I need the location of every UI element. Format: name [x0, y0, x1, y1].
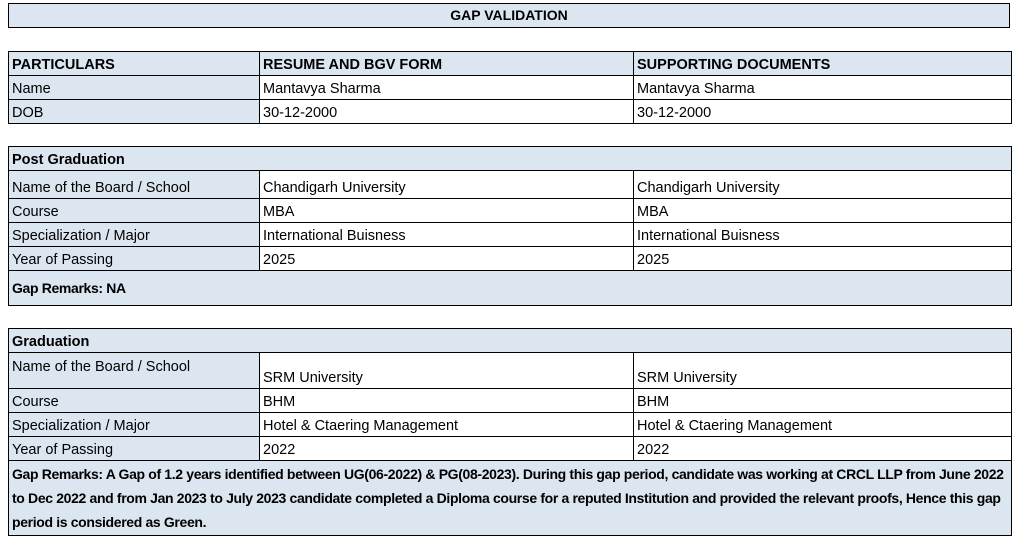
resume-value: BHM	[259, 388, 634, 413]
gap-remarks: Gap Remarks: NA	[7, 270, 1013, 306]
table-row: Course MBA MBA	[8, 198, 1013, 223]
personal-table: PARTICULARS RESUME AND BGV FORM SUPPORTI…	[8, 51, 1012, 124]
header-resume: RESUME AND BGV FORM	[259, 51, 634, 76]
docs-value: 2022	[632, 436, 1013, 461]
row-label: Course	[8, 388, 260, 413]
resume-value: 30-12-2000	[259, 99, 634, 124]
resume-value: Chandigarh University	[259, 170, 634, 199]
resume-value: Hotel & Ctaering Management	[259, 412, 634, 437]
graduation-table: Graduation Name of the Board / School SR…	[7, 328, 1013, 536]
header-particulars: PARTICULARS	[8, 51, 260, 76]
table-row: Name of the Board / School Chandigarh Un…	[8, 170, 1013, 199]
table-row: Specialization / Major International Bui…	[8, 222, 1013, 247]
table-row: Year of Passing 2025 2025	[8, 246, 1013, 271]
row-label: Specialization / Major	[8, 222, 260, 247]
docs-value: Hotel & Ctaering Management	[632, 412, 1013, 437]
row-label: Specialization / Major	[8, 412, 260, 437]
header-documents: SUPPORTING DOCUMENTS	[633, 51, 1012, 76]
docs-value: 2025	[632, 246, 1013, 271]
row-label: Name of the Board / School	[8, 352, 260, 389]
row-label: Year of Passing	[8, 436, 260, 461]
row-label: Course	[8, 198, 260, 223]
row-label: Year of Passing	[8, 246, 260, 271]
header-row: PARTICULARS RESUME AND BGV FORM SUPPORTI…	[8, 51, 1012, 76]
docs-value: Chandigarh University	[632, 170, 1013, 199]
resume-value: Mantavya Sharma	[259, 75, 634, 100]
page-title: GAP VALIDATION	[8, 3, 1010, 28]
docs-value: BHM	[632, 388, 1013, 413]
row-label: Name of the Board / School	[8, 170, 260, 199]
table-row: Name of the Board / School SRM Universit…	[8, 352, 1013, 389]
resume-value: International Buisness	[259, 222, 634, 247]
gap-remarks: Gap Remarks: A Gap of 1.2 years identifi…	[7, 460, 1013, 536]
resume-value: SRM University	[259, 352, 634, 389]
section-heading: Post Graduation	[7, 146, 1013, 171]
section-heading: Graduation	[7, 328, 1013, 353]
table-row: Name Mantavya Sharma Mantavya Sharma	[8, 75, 1012, 100]
table-row: Specialization / Major Hotel & Ctaering …	[8, 412, 1013, 437]
docs-value: SRM University	[632, 352, 1013, 389]
row-label: Name	[8, 75, 260, 100]
resume-value: 2022	[259, 436, 634, 461]
resume-value: 2025	[259, 246, 634, 271]
table-row: Year of Passing 2022 2022	[8, 436, 1013, 461]
docs-value: International Buisness	[632, 222, 1013, 247]
table-row: DOB 30-12-2000 30-12-2000	[8, 99, 1012, 124]
post-graduation-table: Post Graduation Name of the Board / Scho…	[7, 146, 1013, 306]
docs-value: 30-12-2000	[633, 99, 1012, 124]
row-label: DOB	[8, 99, 260, 124]
docs-value: MBA	[632, 198, 1013, 223]
docs-value: Mantavya Sharma	[633, 75, 1012, 100]
table-row: Course BHM BHM	[8, 388, 1013, 413]
resume-value: MBA	[259, 198, 634, 223]
